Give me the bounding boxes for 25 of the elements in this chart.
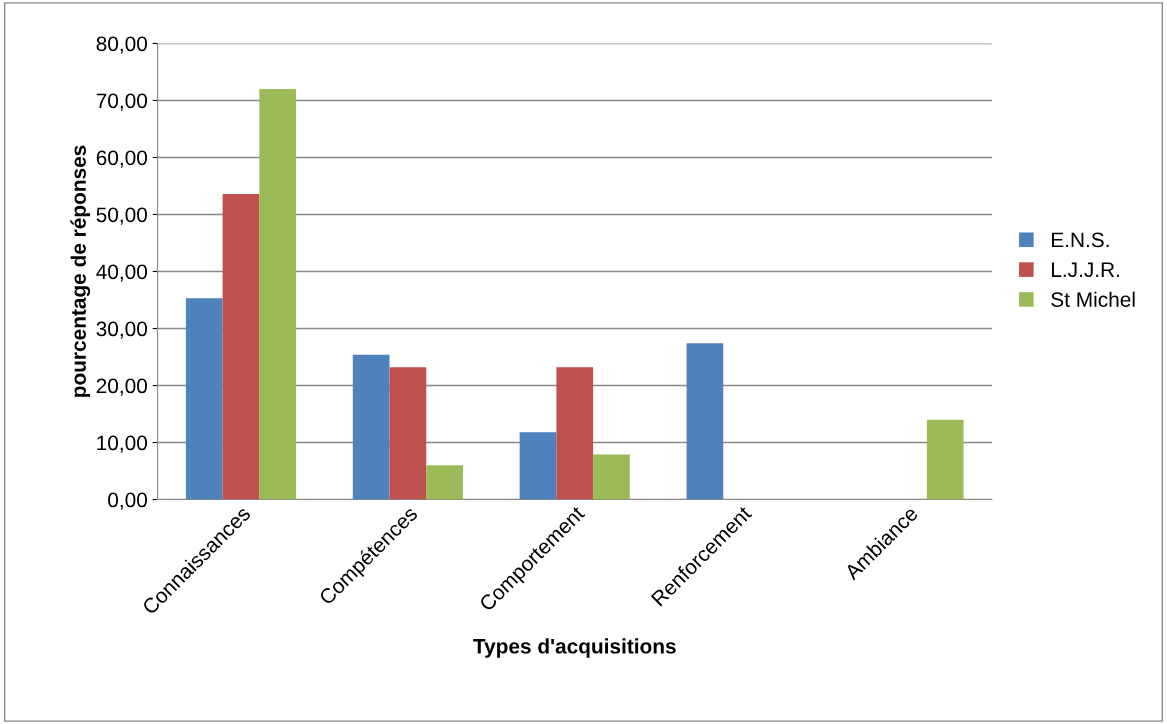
y-tick-label: 60,00 (96, 150, 148, 168)
y-tick-label: 40,00 (96, 264, 148, 282)
bar (222, 193, 260, 500)
y-tick-label: 0,00 (108, 492, 148, 510)
bar (389, 367, 427, 500)
bar (352, 354, 390, 500)
y-axis-title: pourcentage de réponses (70, 145, 91, 397)
legend-label: E.N.S. (1052, 232, 1109, 248)
y-tick-label: 70,00 (96, 93, 148, 111)
bar (185, 298, 223, 500)
y-tick-label: 80,00 (96, 36, 148, 54)
legend-label: St Michel (1051, 291, 1135, 307)
bar (426, 465, 463, 500)
bar (686, 343, 724, 500)
bar (556, 367, 594, 500)
y-tick-label: 20,00 (96, 378, 148, 396)
bar (593, 454, 630, 500)
x-axis-title: Types d'acquisitions (473, 638, 676, 658)
y-tick-label: 30,00 (96, 321, 148, 339)
y-tick-label: 10,00 (97, 435, 148, 453)
bar (926, 419, 964, 500)
bar (259, 89, 297, 500)
y-tick-label: 50,00 (96, 207, 148, 225)
legend-label: L.J.J.R. (1052, 262, 1120, 278)
bar (519, 432, 557, 500)
